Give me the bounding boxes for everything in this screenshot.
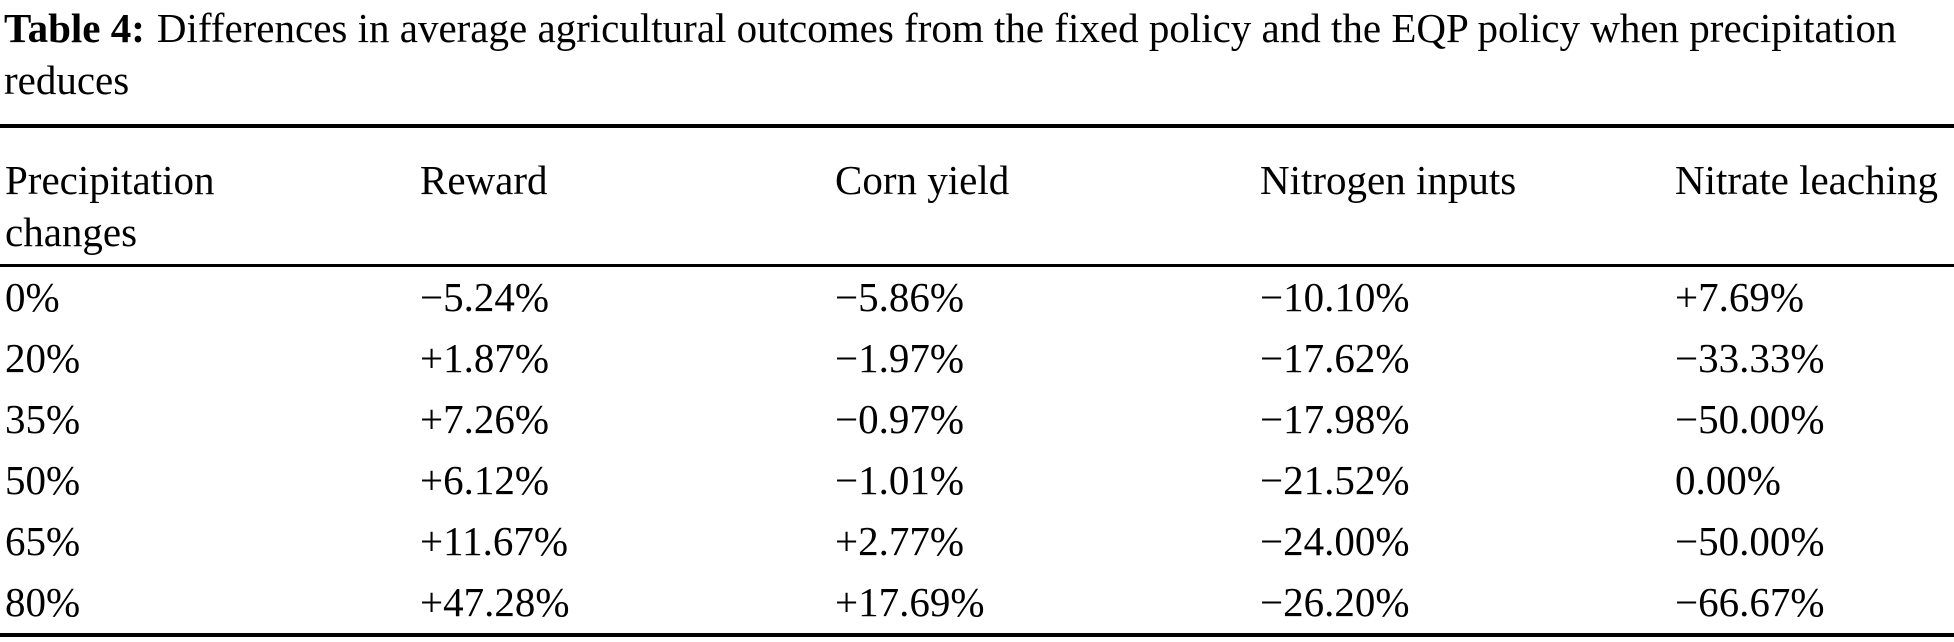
table-row: 65% +11.67% +2.77% −24.00% −50.00% <box>0 511 1954 572</box>
value-cell: −50.00% <box>1675 396 1825 442</box>
value-cell: +7.69% <box>1675 274 1805 320</box>
value-cell: −26.20% <box>1260 579 1410 625</box>
value-cell: +6.12% <box>420 457 550 503</box>
table-row: 50% +6.12% −1.01% −21.52% 0.00% <box>0 450 1954 511</box>
column-header: Precipitation changes <box>0 126 415 266</box>
column-header: Reward <box>415 126 830 266</box>
value-cell: −1.97% <box>835 335 965 381</box>
column-header: Corn yield <box>830 126 1255 266</box>
row-header-cell: 65% <box>5 518 81 564</box>
column-header: Nitrogen inputs <box>1255 126 1670 266</box>
value-cell: −10.10% <box>1260 274 1410 320</box>
value-cell: +47.28% <box>420 579 570 625</box>
column-header: Nitrate leaching <box>1670 126 1954 266</box>
table-row: 20% +1.87% −1.97% −17.62% −33.33% <box>0 328 1954 389</box>
table-header-row: Precipitation changes Reward Corn yield Nit… <box>0 126 1954 266</box>
value-cell: −21.52% <box>1260 457 1410 503</box>
column-header-label: Nitrate leaching <box>1675 157 1938 203</box>
column-header-label: Corn yield <box>835 157 1010 203</box>
table-row: 80% +47.28% +17.69% −26.20% −66.67% <box>0 572 1954 635</box>
row-header-cell: 0% <box>5 274 60 320</box>
value-cell: +2.77% <box>835 518 965 564</box>
value-cell: +7.26% <box>420 396 550 442</box>
value-cell: −0.97% <box>835 396 965 442</box>
value-cell: +17.69% <box>835 579 985 625</box>
table-caption: Table 4: Differences in average agricultu… <box>4 2 1952 106</box>
value-cell: −17.62% <box>1260 335 1410 381</box>
table-row: 0% −5.24% −5.86% −10.10% +7.69% <box>0 266 1954 329</box>
value-cell: 0.00% <box>1675 457 1781 503</box>
table-body: 0% −5.24% −5.86% −10.10% +7.69% 20% +1.87% −1.9… <box>0 266 1954 635</box>
column-header-label: Reward <box>420 157 548 203</box>
column-header-label: Nitrogen inputs <box>1260 157 1517 203</box>
value-cell: −5.86% <box>835 274 965 320</box>
value-cell: −50.00% <box>1675 518 1825 564</box>
value-cell: −33.33% <box>1675 335 1825 381</box>
table-row: 35% +7.26% −0.97% −17.98% −50.00% <box>0 389 1954 450</box>
row-header-cell: 80% <box>5 579 81 625</box>
value-cell: −24.00% <box>1260 518 1410 564</box>
row-header-cell: 50% <box>5 457 81 503</box>
table-header: Precipitation changes Reward Corn yield Nit… <box>0 126 1954 266</box>
column-header-label: Precipitation changes <box>5 157 215 255</box>
value-cell: −66.67% <box>1675 579 1825 625</box>
row-header-cell: 20% <box>5 335 81 381</box>
table-caption-label: Table 4: <box>4 5 145 51</box>
value-cell: −17.98% <box>1260 396 1410 442</box>
value-cell: +11.67% <box>420 518 569 564</box>
value-cell: −5.24% <box>420 274 550 320</box>
value-cell: −1.01% <box>835 457 965 503</box>
value-cell: +1.87% <box>420 335 550 381</box>
row-header-cell: 35% <box>5 396 81 442</box>
table-caption-text: Differences in average agricultural outc… <box>4 5 1897 103</box>
outcomes-table: Precipitation changes Reward Corn yield Nit… <box>0 124 1954 637</box>
